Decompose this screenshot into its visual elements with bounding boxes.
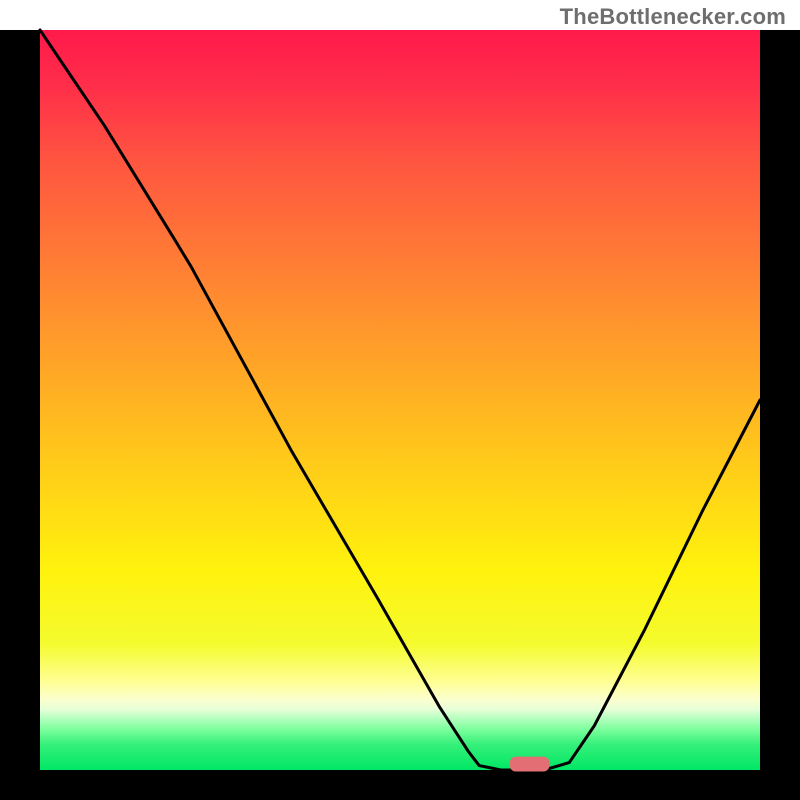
optimal-point-marker — [510, 757, 550, 772]
plot-background — [40, 30, 760, 770]
watermark-label: TheBottlenecker.com — [560, 4, 786, 30]
bottleneck-chart — [0, 0, 800, 800]
figure-root: TheBottlenecker.com — [0, 0, 800, 800]
